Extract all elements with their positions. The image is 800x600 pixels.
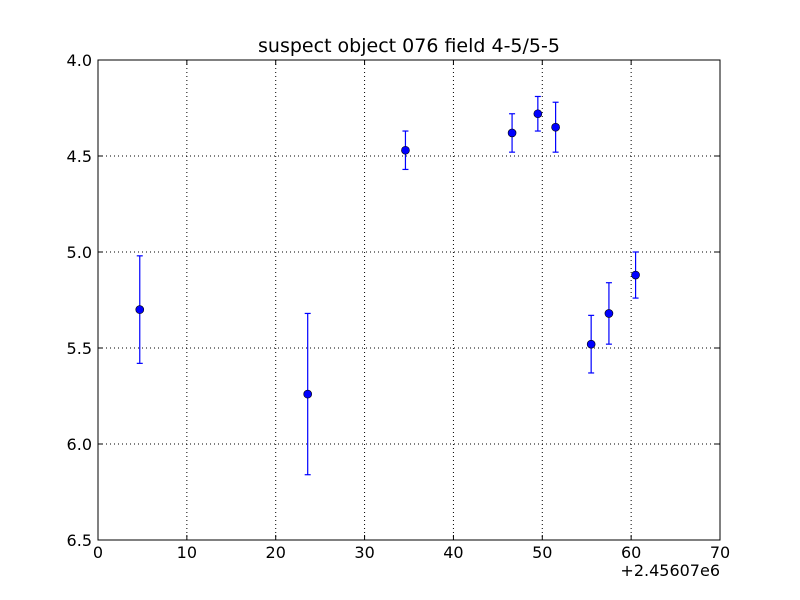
x-tick-label: 20 (266, 543, 286, 562)
data-point (135, 305, 145, 314)
x-tick-label: 10 (177, 543, 197, 562)
data-point (604, 309, 614, 318)
data-point (533, 109, 543, 119)
y-tick-label: 6.0 (67, 435, 92, 454)
data-point (631, 270, 640, 280)
plot-frame (97, 59, 721, 541)
x-tick-label: 40 (443, 543, 463, 562)
x-tick-label: 60 (621, 543, 641, 562)
x-tick-label: 0 (93, 543, 103, 562)
data-layer (135, 95, 640, 476)
chart-title: suspect object 076 field 4-5/5-5 (258, 35, 560, 57)
data-point (586, 339, 596, 349)
y-tick-label: 4.0 (67, 51, 92, 70)
data-point (401, 145, 410, 155)
y-tick-label: 5.0 (67, 243, 92, 262)
y-tick-label: 5.5 (67, 339, 92, 358)
y-tick-label: 6.5 (67, 531, 92, 550)
tick-layer: 0 10 20 30 40 50 60 70 4.0 4.5 5.0 5.5 6.0 6.5 (67, 51, 731, 562)
data-point (303, 389, 313, 399)
y-tick-label: 4.5 (67, 147, 92, 166)
x-tick-label: 30 (354, 543, 374, 562)
x-tick-label: 50 (532, 543, 552, 562)
grid-layer (98, 60, 720, 540)
data-point (551, 122, 560, 132)
data-point (507, 128, 517, 138)
x-offset-label: +2.45607e6 (620, 561, 720, 580)
x-tick-label: 70 (710, 543, 730, 562)
